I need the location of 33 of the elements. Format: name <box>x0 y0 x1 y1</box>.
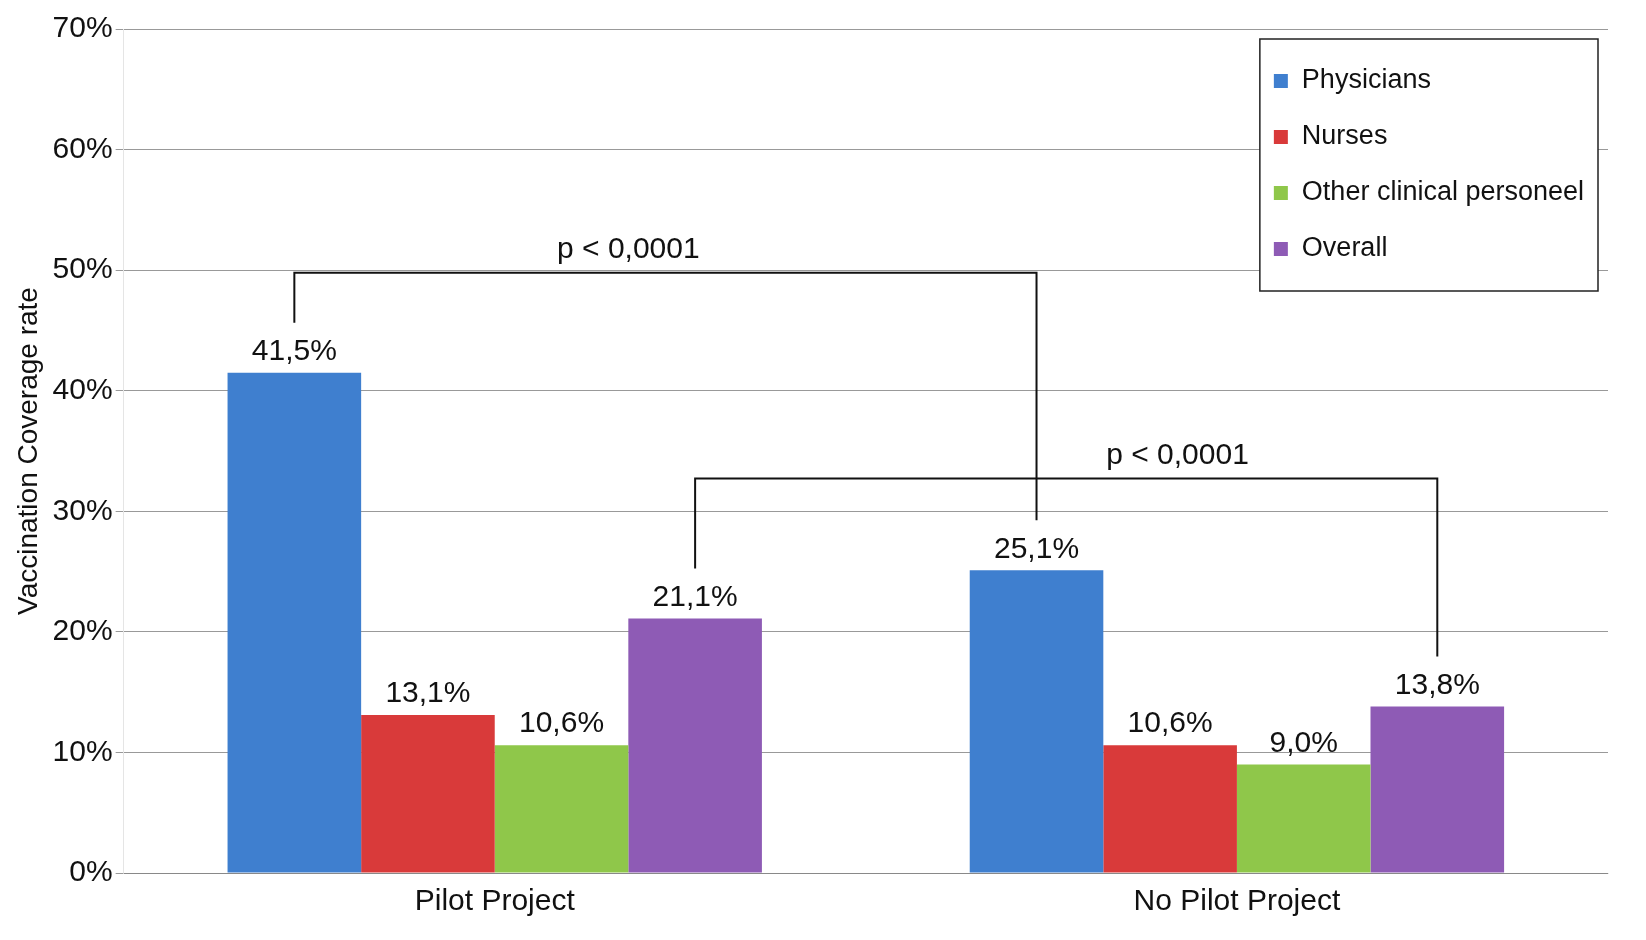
data-label: 10,6% <box>518 705 605 739</box>
bar <box>1370 706 1505 873</box>
y-tick-label: 0% <box>69 854 113 888</box>
data-label: 41,5% <box>251 332 337 366</box>
bar <box>1236 764 1371 873</box>
y-tick-label: 50% <box>52 251 113 285</box>
data-label: 9,0% <box>1269 724 1338 758</box>
y-tick-label: 70% <box>52 10 113 44</box>
x-tick-label: Pilot Project <box>414 883 576 917</box>
bar <box>1103 745 1237 873</box>
x-tick-label: No Pilot Project <box>1133 883 1341 917</box>
y-axis-title: Vaccination Coverage rate <box>11 287 43 615</box>
bar <box>494 745 629 873</box>
bar <box>361 715 495 873</box>
data-label: 13,8% <box>1394 666 1480 700</box>
annotation: p < 0,0001 <box>557 230 700 264</box>
bar <box>227 372 362 873</box>
y-tick-label: 30% <box>52 492 113 526</box>
legend-label: Physicians <box>1301 64 1431 95</box>
y-tick-label: 20% <box>52 613 113 647</box>
y-tick-label: 10% <box>52 733 113 767</box>
y-tick-label: 60% <box>52 130 113 164</box>
legend-label: Nurses <box>1301 120 1388 151</box>
data-label: 25,1% <box>993 530 1080 564</box>
bar <box>628 618 762 873</box>
data-label: 13,1% <box>385 675 471 709</box>
bar <box>969 570 1104 873</box>
legend-label: Other clinical personeel <box>1301 176 1585 207</box>
y-tick-label: 40% <box>52 371 113 405</box>
data-label: 10,6% <box>1127 705 1213 739</box>
data-label: 21,1% <box>652 578 738 612</box>
annotation: p < 0,0001 <box>1106 436 1249 470</box>
legend-label: Overall <box>1301 232 1388 263</box>
